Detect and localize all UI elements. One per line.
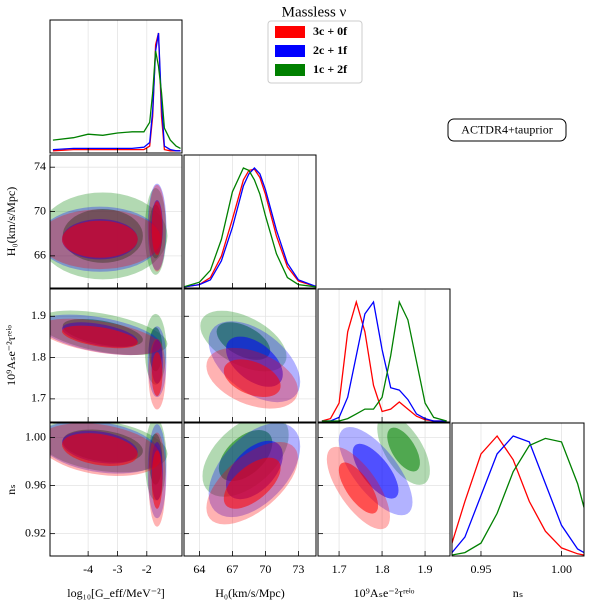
contour [151,201,163,256]
legend-swatch [275,45,305,57]
annotation: ACTDR4+tauprior [461,122,552,136]
y-axis-label: H₀(km/s/Mpc) [4,187,18,257]
panel [184,289,316,422]
posterior-line [452,435,584,554]
x-tick-label: 0.95 [470,562,491,576]
posterior-line [52,50,181,149]
y-axis-label: nₛ [4,484,18,494]
posterior-line [184,167,316,288]
y-tick-label: 0.96 [25,477,46,491]
legend-label: 2c + 1f [313,43,348,57]
contour [338,462,378,514]
annotation-box [447,118,567,142]
posterior-line [452,434,584,556]
x-tick-label: -4 [83,562,93,576]
panel-frame [49,422,183,557]
contour [223,457,281,509]
y-tick-label: 1.8 [31,349,46,363]
panel [184,423,316,556]
x-tick-label: 70 [259,562,271,576]
y-tick-label: 70 [34,203,46,217]
panel-frame [317,422,451,557]
contour [62,433,138,466]
panel-frame [183,154,317,289]
contour [387,427,420,472]
posterior-line [321,299,447,422]
panel [50,289,182,422]
x-axis-label: nₛ [513,586,523,600]
y-tick-label: 74 [34,159,46,173]
y-tick-label: 0.92 [25,525,46,539]
y-tick-label: 1.7 [31,391,46,405]
x-tick-label: 67 [226,562,238,576]
legend-label: 3c + 0f [313,24,348,38]
panel-frame [183,288,317,423]
contour [62,220,138,258]
y-tick-label: 66 [34,248,46,262]
chart-title: Massless ν [282,4,347,20]
posterior-line [452,437,584,556]
x-tick-label: 1.00 [551,562,572,576]
x-tick-label: -3 [112,562,122,576]
panel [184,155,316,288]
contour [151,352,163,397]
panel [452,423,584,556]
legend-swatch [275,64,305,76]
x-tick-label: 1.7 [332,562,347,576]
panel [50,423,182,556]
y-tick-label: 1.9 [31,308,46,322]
posterior-line [321,299,447,422]
panel-frame [451,422,585,557]
x-tick-label: 64 [193,562,205,576]
panel-frame [49,288,183,423]
x-tick-label: 73 [292,562,304,576]
y-tick-label: 1.00 [25,429,46,443]
posterior-line [184,167,316,288]
contour [62,325,138,349]
panel [321,289,447,422]
legend-swatch [275,26,305,38]
x-axis-label: 10⁹Aₛe⁻²τʳᵉⁱᵒ [354,586,415,600]
panel [50,155,182,288]
contour [223,359,281,397]
posterior-line [321,300,447,422]
x-axis-label: log₁₀[G_eff/MeV⁻²] [67,586,164,600]
x-tick-label: -2 [142,562,152,576]
panel-frame [49,19,183,154]
x-axis-label: H₀(km/s/Mpc) [215,586,285,600]
posterior-line [184,168,316,288]
panel-frame [317,288,451,423]
posterior-line [52,32,181,152]
panel-frame [49,154,183,289]
panel-frame [183,422,317,557]
x-tick-label: 1.8 [375,562,390,576]
contour [352,443,399,499]
panel [318,423,450,556]
x-tick-label: 1.9 [418,562,433,576]
legend-label: 1c + 2f [313,62,348,76]
y-axis-label: 10⁹Aₛe⁻²τʳᵉⁱᵒ [4,325,18,386]
contour [151,450,163,509]
panel [52,20,181,153]
